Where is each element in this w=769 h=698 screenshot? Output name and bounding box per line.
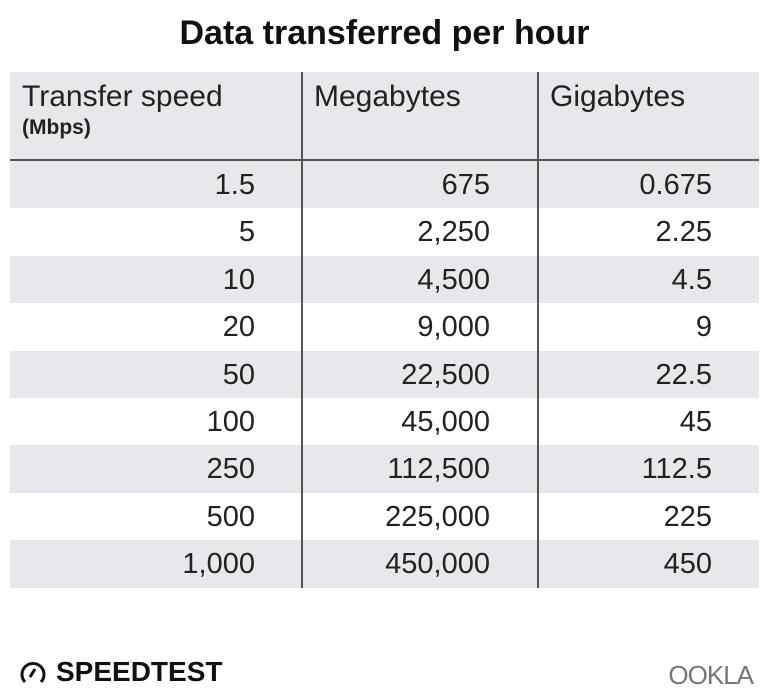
speedtest-logo: SPEEDTEST	[18, 656, 222, 688]
gigabytes-cell: 0.675	[639, 169, 712, 201]
megabytes-cell: 45,000	[401, 405, 490, 438]
speed-cell: 1,000	[182, 548, 255, 581]
header-gigabytes: Gigabytes	[550, 80, 686, 113]
megabytes-cell: 9,000	[417, 311, 490, 344]
table-row: 250 112,500 112.5	[10, 445, 759, 493]
gigabytes-cell: 225	[663, 500, 712, 533]
ookla-logo: OOKLA	[668, 660, 754, 690]
gigabytes-cell: 9	[695, 311, 712, 344]
megabytes-cell: 22,500	[401, 358, 490, 391]
chart-title: Data transferred per hour	[179, 14, 590, 52]
speed-cell: 500	[206, 500, 255, 533]
gigabytes-cell: 450	[663, 548, 712, 581]
speed-cell: 100	[206, 405, 255, 438]
speedtest-wordmark: SPEEDTEST	[56, 656, 223, 687]
header-label: Transfer speed	[22, 80, 223, 113]
speed-cell: 1.5	[214, 169, 255, 201]
speed-cell: 5	[238, 216, 255, 249]
table-row: 100 45,000 45	[10, 398, 759, 445]
megabytes-cell: 675	[441, 169, 490, 201]
megabytes-cell: 112,500	[387, 453, 490, 486]
megabytes-cell: 225,000	[385, 500, 490, 533]
gigabytes-cell: 2.25	[655, 216, 712, 249]
table-row: 50 22,500 22.5	[10, 350, 759, 398]
header-transfer-speed: Transfer speed (Mbps)	[22, 80, 223, 140]
header-megabytes: Megabytes	[314, 80, 461, 113]
speed-cell: 20	[222, 311, 255, 344]
table-row: 1,000 450,000 450	[10, 540, 759, 588]
table-row: 5 2,250 2.25	[10, 208, 759, 255]
gigabytes-cell: 45	[679, 405, 712, 438]
speed-cell: 50	[222, 358, 255, 391]
gigabytes-cell: 4.5	[671, 263, 712, 296]
speed-cell: 10	[222, 263, 255, 296]
header-unit: (Mbps)	[22, 116, 91, 139]
gigabytes-cell: 22.5	[655, 358, 712, 391]
column-divider	[537, 72, 539, 588]
table-row: 10 4,500 4.5	[10, 255, 759, 304]
gigabytes-cell: 112.5	[641, 453, 712, 486]
megabytes-cell: 450,000	[385, 548, 490, 581]
column-divider	[301, 72, 303, 588]
table-row: 1.5 675 0.675	[10, 161, 759, 209]
data-table: Transfer speed (Mbps) Megabytes Gigabytes…	[10, 72, 759, 588]
megabytes-cell: 2,250	[417, 216, 490, 249]
table-row: 500 225,000 225	[10, 493, 759, 540]
megabytes-cell: 4,500	[417, 263, 490, 296]
table-row: 20 9,000 9	[10, 303, 759, 350]
table-header: Transfer speed (Mbps) Megabytes Gigabytes	[10, 72, 759, 161]
speedometer-icon	[20, 662, 46, 684]
speed-cell: 250	[206, 453, 255, 486]
